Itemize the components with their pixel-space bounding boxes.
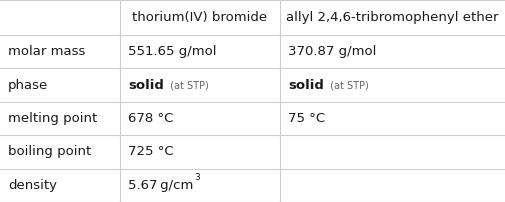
Text: density: density <box>8 179 57 192</box>
Text: melting point: melting point <box>8 112 97 125</box>
Text: 370.87 g/mol: 370.87 g/mol <box>288 45 376 58</box>
Text: solid: solid <box>128 79 164 92</box>
Text: solid: solid <box>288 79 324 92</box>
Text: allyl 2,4,6-tribromophenyl ether: allyl 2,4,6-tribromophenyl ether <box>286 11 499 24</box>
Text: 725 °C: 725 °C <box>128 145 174 158</box>
Text: 678 °C: 678 °C <box>128 112 173 125</box>
Text: 75 °C: 75 °C <box>288 112 325 125</box>
Text: thorium(IV) bromide: thorium(IV) bromide <box>132 11 268 24</box>
Text: (at STP): (at STP) <box>167 80 209 90</box>
Text: 551.65 g/mol: 551.65 g/mol <box>128 45 217 58</box>
Text: boiling point: boiling point <box>8 145 91 158</box>
Text: 5.67 g/cm: 5.67 g/cm <box>128 179 193 192</box>
Text: 3: 3 <box>194 174 199 182</box>
Text: (at STP): (at STP) <box>327 80 369 90</box>
Text: molar mass: molar mass <box>8 45 85 58</box>
Text: phase: phase <box>8 79 48 92</box>
